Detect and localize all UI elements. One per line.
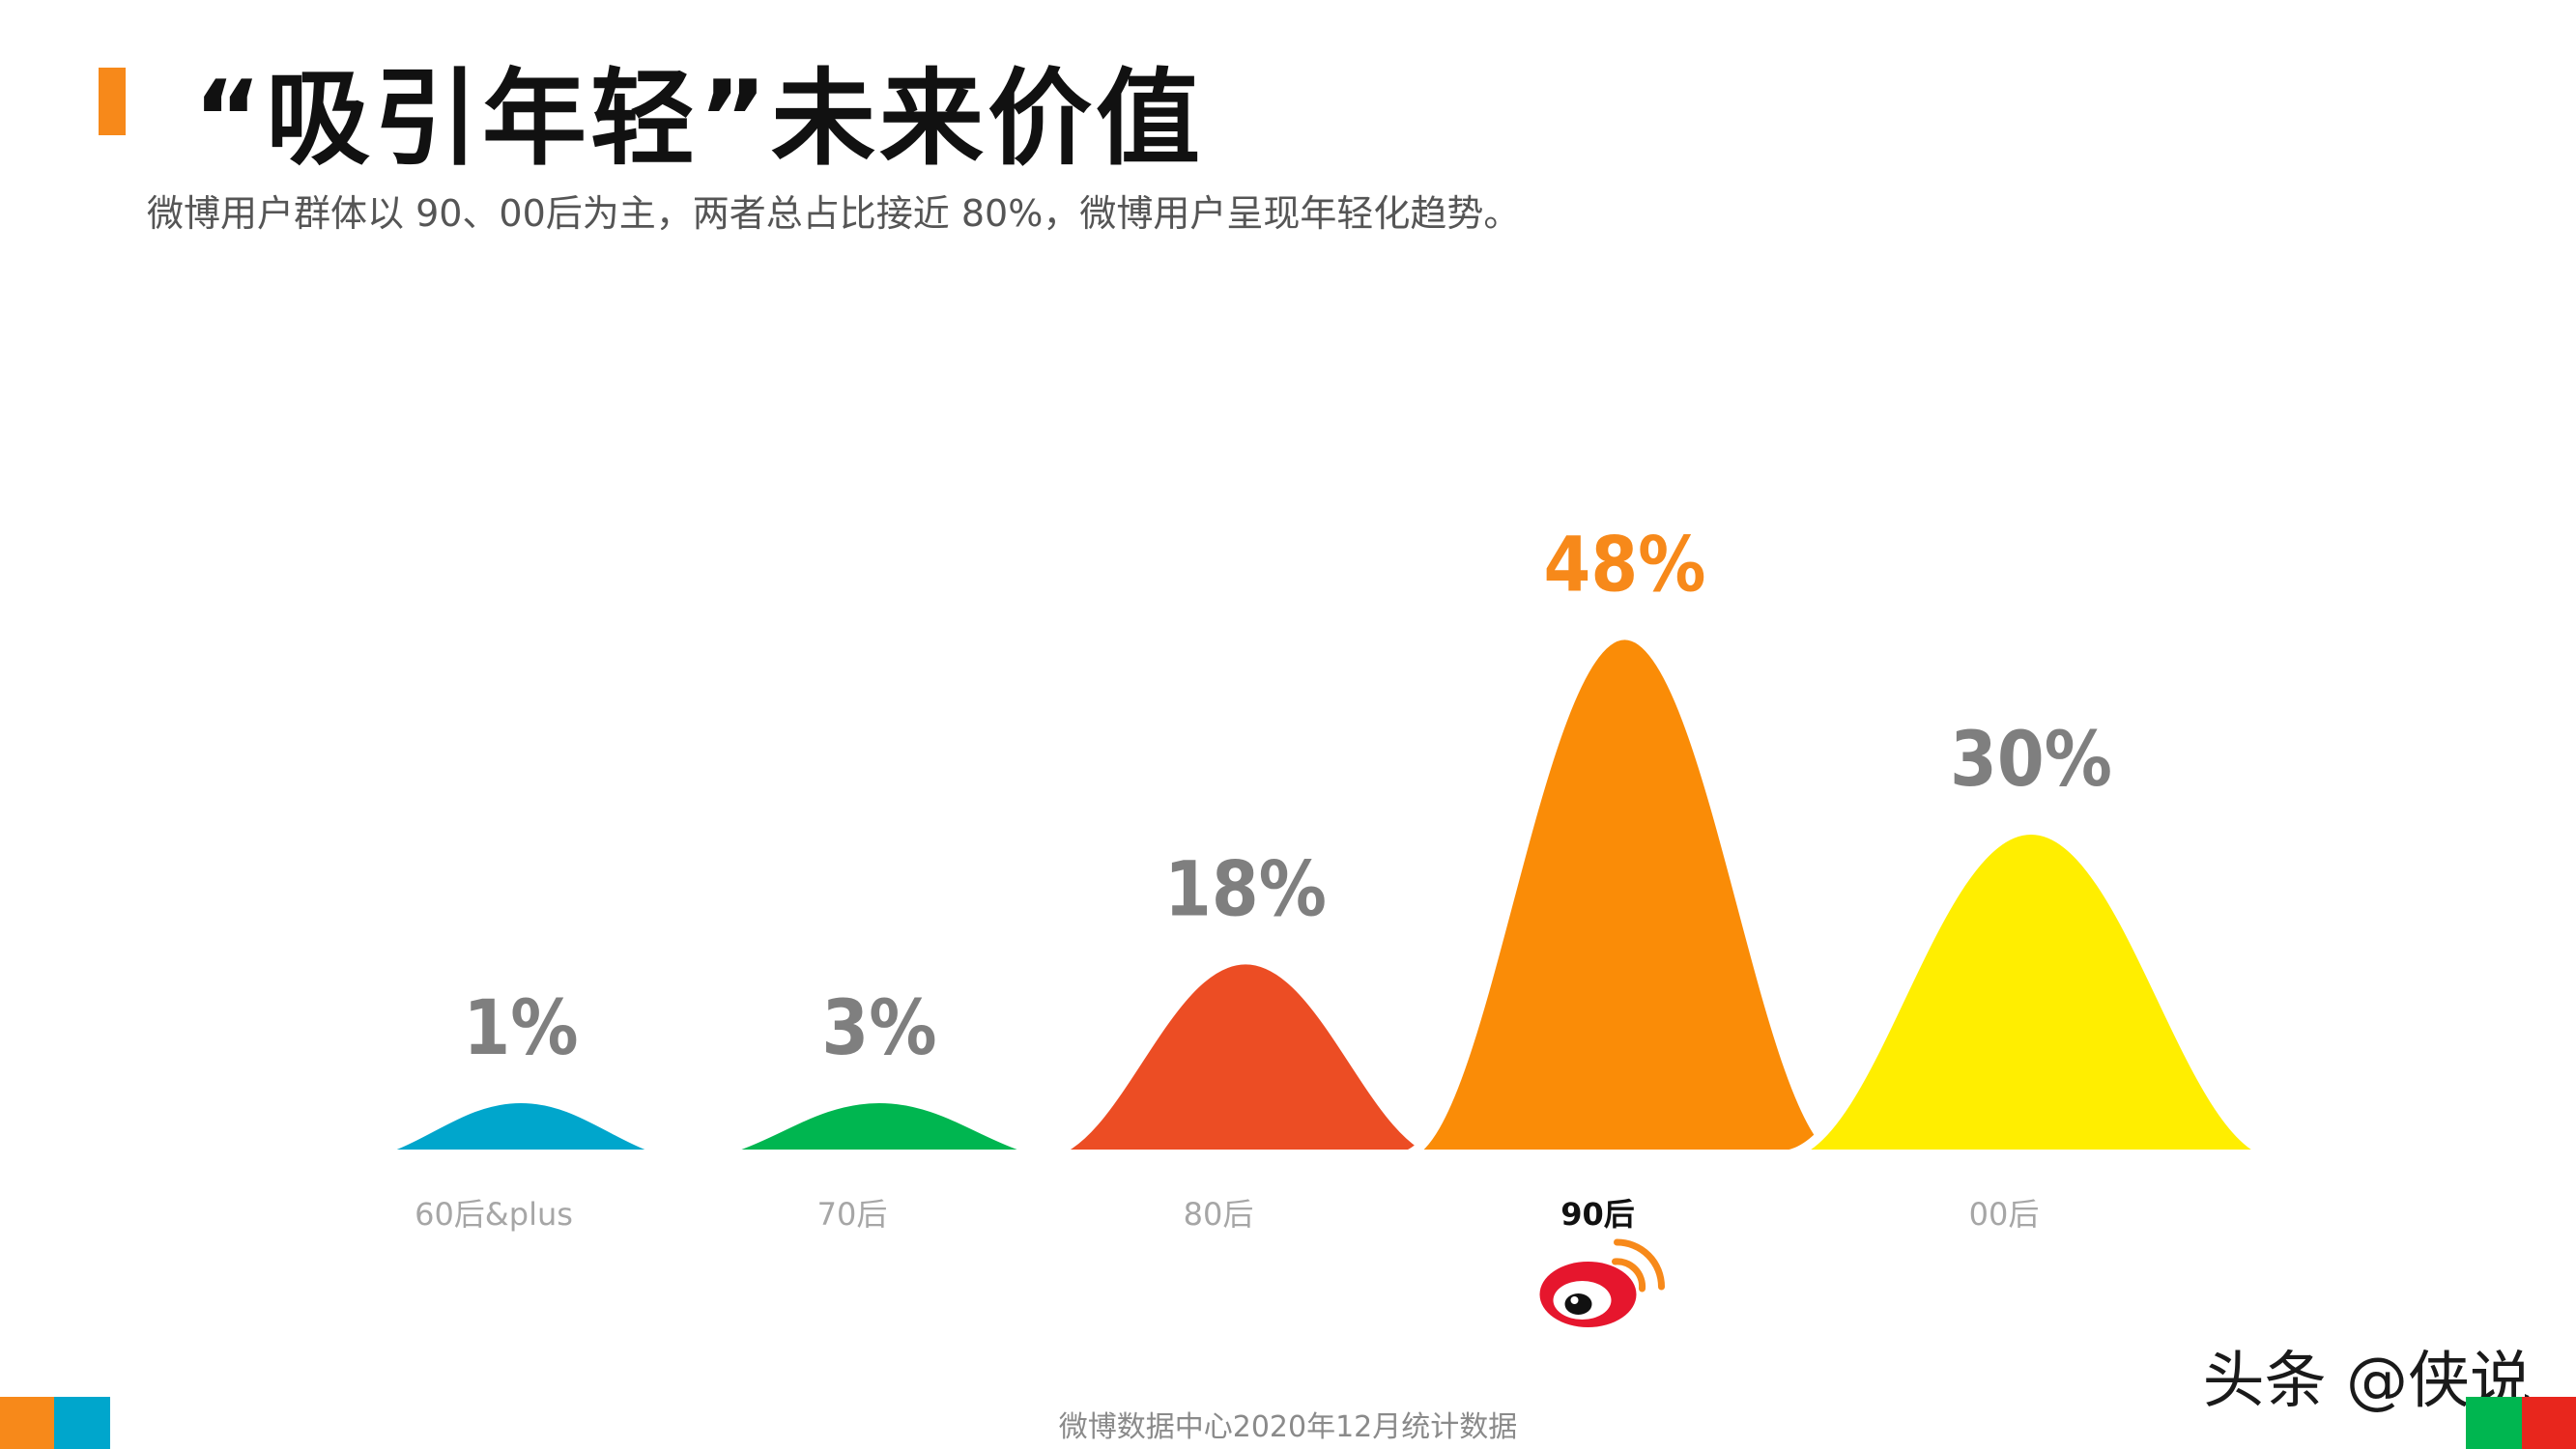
corner-blue-block (54, 1397, 110, 1449)
title-accent-bar (99, 68, 126, 135)
distribution-hump-1 (351, 1094, 691, 1159)
data-source-note: 微博数据中心2020年12月统计数据 (1058, 1410, 1518, 1444)
data-label-3: 18% (1164, 846, 1327, 933)
page-title: “吸引年轻”未来价值 (193, 59, 1204, 180)
data-label-1: 1% (463, 985, 578, 1072)
category-label-4: 90后 (1560, 1196, 1635, 1233)
distribution-hump-5 (1785, 825, 2277, 1159)
distribution-hump-4 (1404, 630, 1846, 1159)
corner-orange-block (0, 1397, 54, 1449)
data-label-5: 30% (1950, 717, 2112, 804)
data-label-4: 48% (1544, 522, 1706, 609)
category-label-2: 70后 (817, 1196, 888, 1233)
category-label-1: 60后&plus (415, 1196, 573, 1233)
weibo-logo-icon (1539, 1238, 1665, 1327)
corner-red-block (2522, 1397, 2576, 1449)
page-subtitle: 微博用户群体以 90、00后为主，两者总占比接近 80%，微博用户呈现年轻化趋势… (147, 192, 1521, 235)
data-label-2: 3% (821, 985, 936, 1072)
category-label-3: 80后 (1184, 1196, 1254, 1233)
distribution-hump-2 (691, 1094, 1068, 1159)
corner-green-block (2466, 1397, 2522, 1449)
category-label-5: 00后 (1969, 1196, 2040, 1233)
distribution-hump-3 (1042, 954, 1449, 1159)
